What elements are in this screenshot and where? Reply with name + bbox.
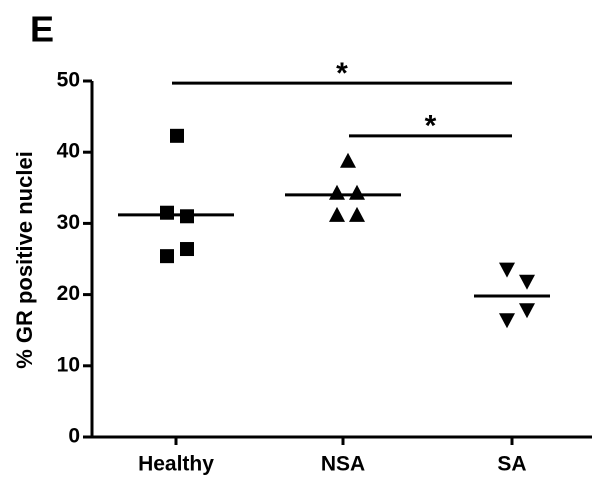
significance-label: *	[336, 57, 348, 90]
data-point	[499, 262, 515, 278]
x-tick-label: SA	[497, 453, 526, 476]
data-point	[329, 184, 345, 200]
data-point	[170, 128, 184, 143]
y-axis-label: % GR positive nuclei	[12, 151, 37, 369]
y-tick-label: 30	[57, 211, 80, 234]
data-point	[160, 205, 174, 220]
y-tick-label: 50	[57, 69, 80, 92]
x-tick-label: Healthy	[138, 453, 214, 476]
significance-label: *	[425, 110, 437, 143]
data-point	[499, 313, 515, 329]
data-point	[160, 249, 174, 264]
y-tick-label: 40	[57, 140, 80, 163]
y-tick-label: 20	[57, 282, 80, 305]
data-point	[349, 184, 365, 200]
y-tick-label: 0	[68, 425, 80, 448]
data-point	[519, 303, 535, 319]
x-tick-label: NSA	[321, 453, 365, 476]
y-tick-label: 10	[57, 353, 80, 376]
data-point	[519, 274, 535, 290]
data-point	[349, 206, 365, 222]
panel-label: E	[30, 9, 54, 50]
data-point	[329, 206, 345, 222]
data-point	[340, 152, 356, 168]
data-point	[180, 242, 194, 257]
